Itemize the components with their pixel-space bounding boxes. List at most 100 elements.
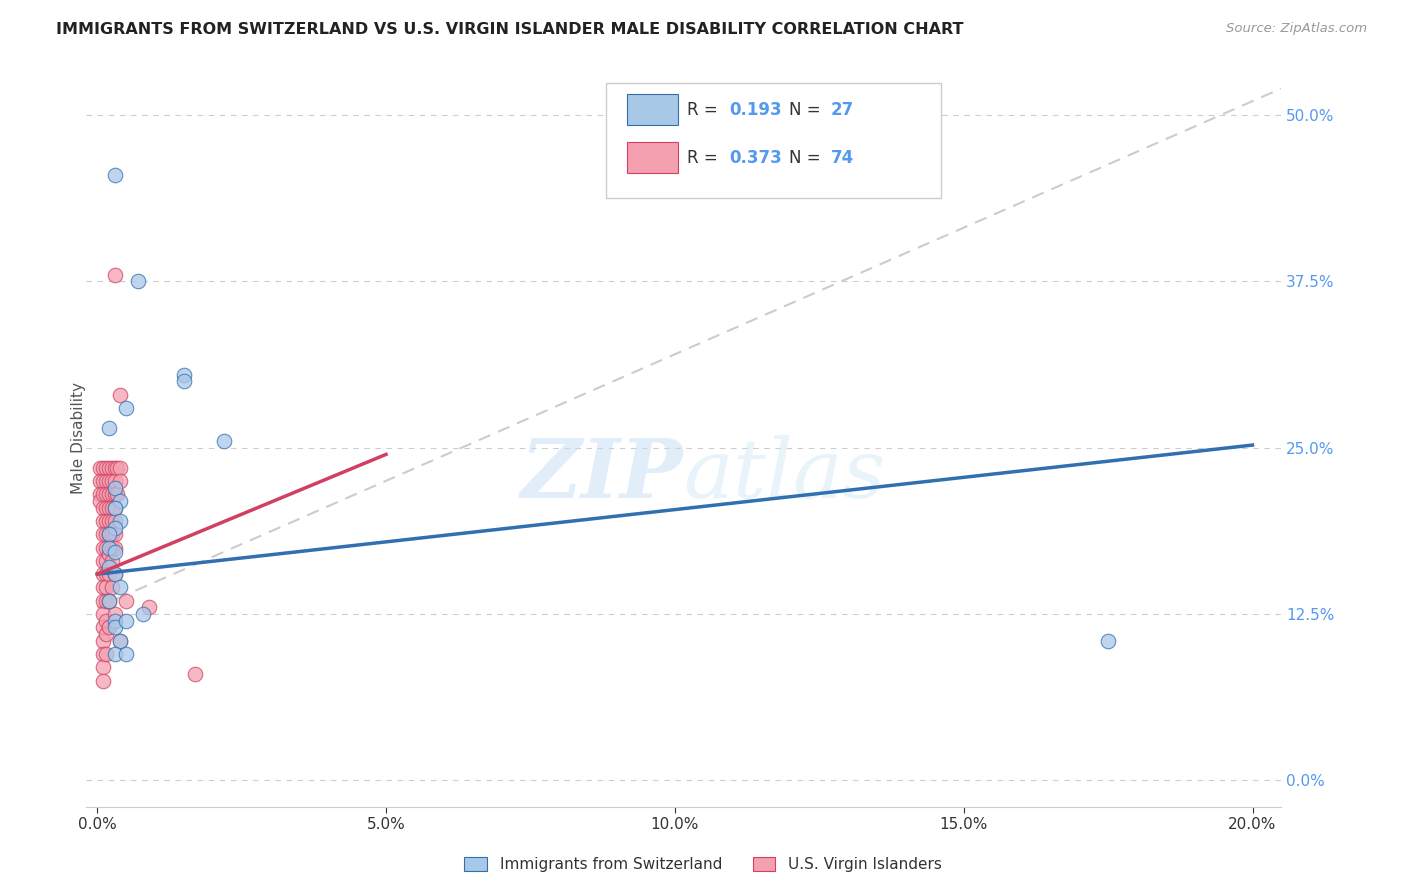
Point	[91, 460, 114, 475]
Point	[91, 567, 114, 582]
Point	[103, 567, 125, 582]
Point	[103, 520, 125, 534]
Point	[110, 474, 132, 488]
Point	[100, 460, 122, 475]
Point	[91, 554, 114, 568]
Point	[110, 387, 132, 401]
Text: N =: N =	[789, 101, 825, 119]
Point	[103, 500, 125, 515]
Point	[91, 673, 114, 688]
Point	[103, 527, 125, 541]
Point	[91, 474, 114, 488]
Text: 0.193: 0.193	[728, 101, 782, 119]
Point	[110, 460, 132, 475]
Point	[103, 268, 125, 282]
Point	[94, 500, 117, 515]
Point	[94, 460, 117, 475]
Point	[103, 514, 125, 528]
Text: R =: R =	[688, 149, 723, 167]
Point	[115, 593, 138, 607]
Point	[103, 460, 125, 475]
Y-axis label: Male Disability: Male Disability	[72, 382, 86, 494]
Point	[103, 544, 125, 558]
FancyBboxPatch shape	[627, 143, 678, 173]
Point	[94, 474, 117, 488]
Point	[91, 500, 114, 515]
Point	[100, 514, 122, 528]
Point	[91, 620, 114, 634]
Point	[138, 600, 160, 615]
Point	[110, 581, 132, 595]
Point	[173, 368, 195, 382]
Point	[103, 647, 125, 661]
Text: ZIP: ZIP	[520, 434, 683, 515]
Point	[115, 647, 138, 661]
Point	[94, 627, 117, 641]
Point	[89, 474, 111, 488]
Point	[91, 514, 114, 528]
Point	[103, 620, 125, 634]
Point	[89, 460, 111, 475]
Point	[103, 607, 125, 621]
Text: 0.373: 0.373	[728, 149, 782, 167]
Point	[103, 168, 125, 182]
Point	[91, 581, 114, 595]
Point	[103, 541, 125, 555]
Point	[1097, 633, 1119, 648]
Point	[103, 614, 125, 628]
Point	[97, 541, 120, 555]
Point	[97, 547, 120, 561]
Point	[100, 581, 122, 595]
Text: N =: N =	[789, 149, 825, 167]
Point	[91, 633, 114, 648]
Point	[184, 667, 207, 681]
Point	[132, 607, 155, 621]
FancyBboxPatch shape	[606, 83, 941, 198]
Point	[103, 567, 125, 582]
Text: atlas: atlas	[683, 434, 886, 515]
Point	[110, 633, 132, 648]
Point	[97, 620, 120, 634]
Point	[94, 581, 117, 595]
Point	[115, 401, 138, 415]
Point	[100, 541, 122, 555]
Point	[103, 474, 125, 488]
Point	[97, 593, 120, 607]
FancyBboxPatch shape	[627, 95, 678, 126]
Point	[100, 500, 122, 515]
Point	[214, 434, 236, 448]
Point	[91, 647, 114, 661]
Point	[94, 541, 117, 555]
Point	[107, 460, 129, 475]
Point	[107, 487, 129, 501]
Point	[91, 541, 114, 555]
Text: 27: 27	[831, 101, 853, 119]
Text: R =: R =	[688, 101, 723, 119]
Point	[94, 487, 117, 501]
Point	[97, 527, 120, 541]
Legend: Immigrants from Switzerland, U.S. Virgin Islanders: Immigrants from Switzerland, U.S. Virgin…	[457, 849, 949, 880]
Text: IMMIGRANTS FROM SWITZERLAND VS U.S. VIRGIN ISLANDER MALE DISABILITY CORRELATION : IMMIGRANTS FROM SWITZERLAND VS U.S. VIRG…	[56, 22, 963, 37]
Point	[173, 374, 195, 388]
Point	[97, 500, 120, 515]
Point	[91, 487, 114, 501]
Point	[97, 421, 120, 435]
Point	[94, 527, 117, 541]
Point	[100, 527, 122, 541]
Point	[110, 514, 132, 528]
Point	[97, 460, 120, 475]
Point	[97, 527, 120, 541]
Point	[100, 554, 122, 568]
Point	[91, 660, 114, 674]
Point	[97, 514, 120, 528]
Point	[91, 527, 114, 541]
Point	[103, 481, 125, 495]
Point	[110, 494, 132, 508]
Point	[91, 593, 114, 607]
Point	[127, 274, 149, 288]
Point	[94, 647, 117, 661]
Text: Source: ZipAtlas.com: Source: ZipAtlas.com	[1226, 22, 1367, 36]
Point	[103, 487, 125, 501]
Point	[103, 500, 125, 515]
Point	[94, 593, 117, 607]
